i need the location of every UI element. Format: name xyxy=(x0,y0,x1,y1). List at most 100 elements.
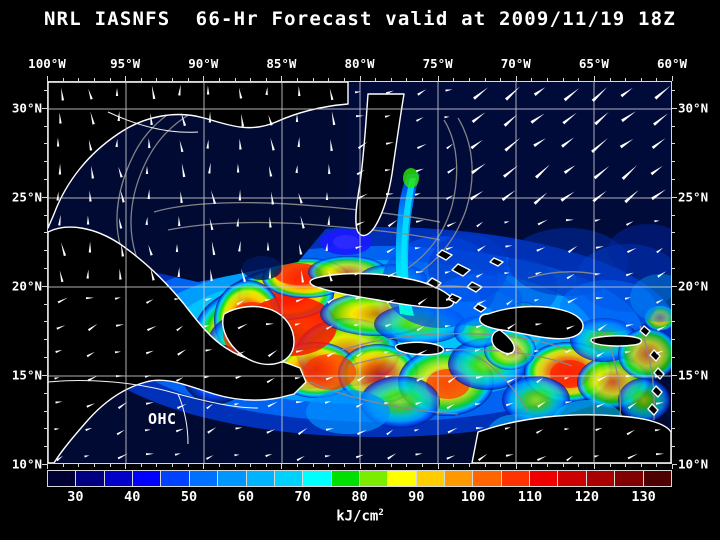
lon-tick xyxy=(359,464,361,469)
lat-tick-label: 10°N xyxy=(11,456,42,472)
current-vector xyxy=(446,195,454,200)
current-vector xyxy=(386,299,396,304)
current-vector xyxy=(331,111,336,126)
current-vector xyxy=(174,453,181,456)
current-vector xyxy=(88,88,93,100)
current-vector xyxy=(446,349,454,352)
current-vector xyxy=(505,245,513,248)
current-vector xyxy=(206,455,214,460)
current-vector xyxy=(384,351,390,354)
lat-minor-tick xyxy=(44,214,47,216)
lat-tick-label: 20°N xyxy=(678,278,709,294)
lat-minor-tick xyxy=(44,89,47,91)
current-vector xyxy=(268,267,272,279)
current-vector xyxy=(626,429,635,436)
current-vector xyxy=(265,87,268,96)
current-vector xyxy=(356,115,364,118)
current-vector xyxy=(87,375,98,382)
current-vector xyxy=(298,243,303,255)
lat-minor-tick xyxy=(672,357,675,359)
current-vector xyxy=(477,245,487,252)
current-vector xyxy=(594,219,601,222)
lat-tick xyxy=(672,107,677,109)
lon-tick-label: 65°W xyxy=(578,56,609,71)
current-vector xyxy=(594,455,600,458)
current-vector xyxy=(211,190,217,205)
colorbar-swatch xyxy=(189,471,219,486)
lat-minor-tick xyxy=(672,250,675,252)
current-vector xyxy=(181,163,186,178)
current-vector xyxy=(504,272,510,275)
current-vector xyxy=(624,190,639,204)
current-vector xyxy=(177,403,187,410)
current-vector xyxy=(115,324,124,327)
current-vector xyxy=(297,137,300,148)
current-vector xyxy=(58,163,62,175)
current-vector xyxy=(298,192,303,204)
lon-minor-tick xyxy=(156,464,158,467)
lon-tick xyxy=(281,76,283,81)
colorbar-swatch xyxy=(274,471,304,486)
current-vector xyxy=(386,429,394,436)
lon-minor-tick xyxy=(172,464,173,467)
current-vector xyxy=(621,111,636,123)
current-vector xyxy=(385,323,393,328)
lat-minor-tick xyxy=(44,339,47,341)
current-vector xyxy=(241,268,247,283)
current-vector xyxy=(118,166,123,178)
current-vector xyxy=(625,324,634,327)
current-vector xyxy=(567,297,578,304)
current-vector xyxy=(445,298,454,301)
current-vector xyxy=(178,84,181,96)
current-vector xyxy=(206,139,209,149)
current-vector xyxy=(561,137,574,148)
current-vector xyxy=(117,401,128,410)
current-vector xyxy=(235,427,243,430)
current-vector xyxy=(416,271,424,274)
current-vector xyxy=(416,325,425,332)
lat-minor-tick xyxy=(44,303,47,305)
current-vector xyxy=(119,268,122,280)
current-vector xyxy=(385,375,393,378)
lat-minor-tick xyxy=(672,339,675,341)
lat-minor-tick xyxy=(672,303,675,305)
current-vector xyxy=(505,454,514,457)
current-vector xyxy=(656,247,664,254)
current-vector xyxy=(596,403,606,408)
current-vector xyxy=(655,402,664,405)
current-vector xyxy=(55,401,63,404)
colorbar-tick-label: 40 xyxy=(124,489,141,505)
colorbar-swatch xyxy=(218,471,247,486)
current-vector xyxy=(238,189,242,201)
current-vector xyxy=(330,139,333,152)
current-vector xyxy=(115,139,118,148)
lon-tick-label: 70°W xyxy=(500,56,531,71)
current-vector xyxy=(417,297,428,306)
lat-minor-tick xyxy=(44,446,47,448)
current-vector xyxy=(475,324,484,329)
lon-minor-tick xyxy=(640,464,642,467)
lat-minor-tick xyxy=(672,214,675,216)
current-vector xyxy=(469,190,484,201)
current-vector xyxy=(205,297,213,302)
current-vector xyxy=(296,401,304,404)
current-vector xyxy=(355,454,364,459)
current-vector xyxy=(471,112,486,123)
current-vector xyxy=(565,401,573,404)
current-vector xyxy=(177,349,187,356)
current-vector xyxy=(327,297,337,304)
current-vector xyxy=(444,116,450,119)
current-vector xyxy=(206,403,214,410)
colorbar-swatch xyxy=(501,471,531,486)
current-vector xyxy=(414,429,420,432)
lat-minor-tick xyxy=(44,232,47,234)
lon-minor-tick xyxy=(234,78,236,81)
current-vector xyxy=(385,142,394,145)
current-vector xyxy=(325,243,328,252)
current-vector xyxy=(565,349,573,354)
current-vector xyxy=(537,455,547,462)
lat-minor-tick xyxy=(44,428,47,430)
current-vector xyxy=(236,163,240,173)
lat-tick xyxy=(672,374,677,376)
current-vector xyxy=(145,217,148,226)
